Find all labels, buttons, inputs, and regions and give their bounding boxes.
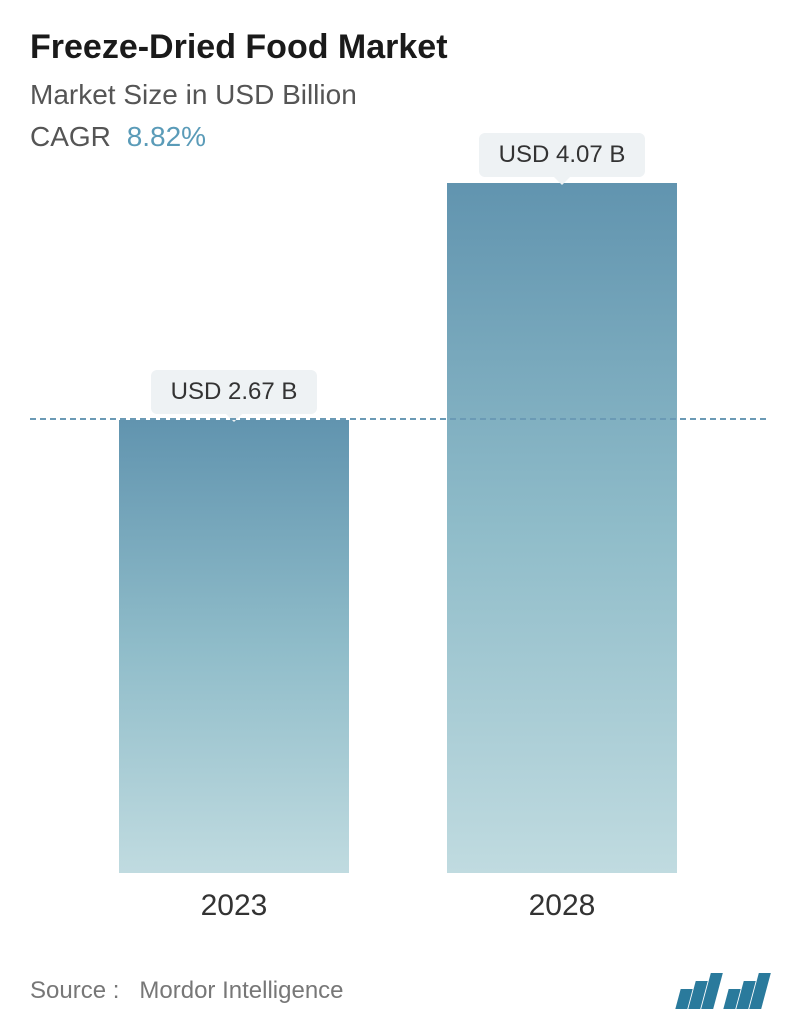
chart-area: USD 2.67 BUSD 4.07 B 2023 2028	[30, 183, 766, 923]
source-label: Source :	[30, 977, 119, 1004]
chart-container: Freeze-Dried Food Market Market Size in …	[0, 0, 796, 1034]
bar	[447, 183, 677, 873]
value-badge: USD 4.07 B	[479, 133, 646, 177]
reference-dashed-line	[30, 418, 766, 420]
bar	[119, 420, 349, 873]
x-axis-label: 2028	[447, 889, 677, 923]
value-badge: USD 2.67 B	[151, 370, 318, 414]
cagr-value: 8.82%	[127, 121, 206, 152]
bars-wrap: USD 2.67 BUSD 4.07 B	[30, 183, 766, 873]
source-name: Mordor Intelligence	[139, 977, 343, 1004]
chart-subtitle: Market Size in USD Billion	[30, 79, 766, 111]
source-text: Source : Mordor Intelligence	[30, 977, 344, 1005]
brand-logo-icon	[678, 973, 766, 1009]
x-axis-label: 2023	[119, 889, 349, 923]
x-axis-labels: 2023 2028	[30, 889, 766, 923]
chart-title: Freeze-Dried Food Market	[30, 28, 766, 67]
bar-group: USD 4.07 B	[447, 133, 677, 873]
bar-group: USD 2.67 B	[119, 370, 349, 873]
chart-footer: Source : Mordor Intelligence	[30, 973, 766, 1009]
cagr-label: CAGR	[30, 121, 111, 152]
